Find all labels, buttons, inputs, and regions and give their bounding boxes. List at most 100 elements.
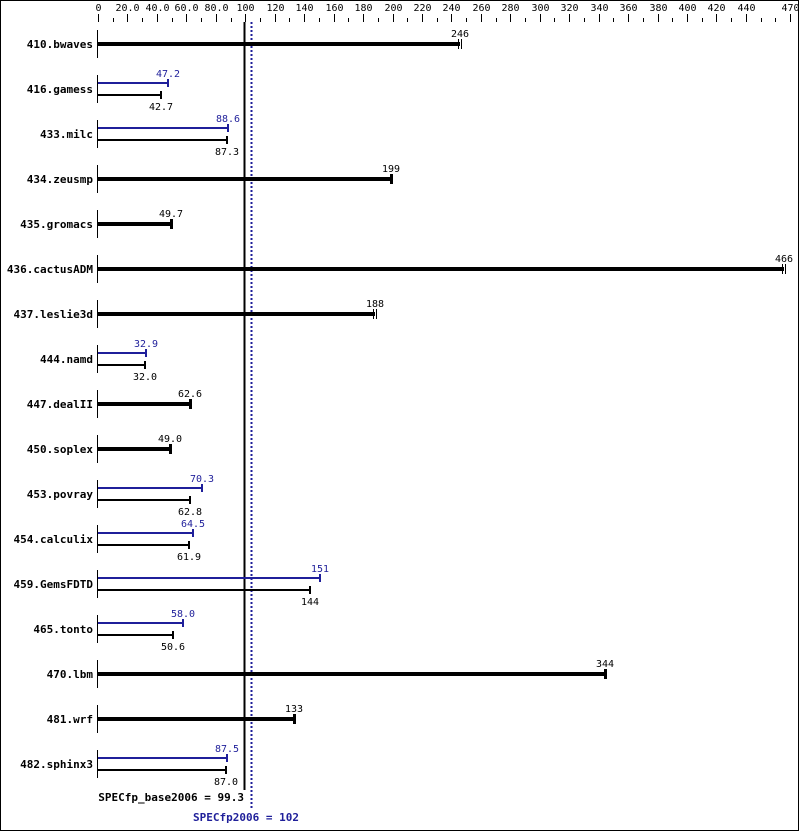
peak-value-label: 70.3 (190, 474, 214, 485)
benchmark-row: 433.milc 88.6 87.3 (40, 114, 240, 158)
base-bar-end-cap (225, 766, 227, 774)
benchmark-row: 435.gromacs 49.7 (20, 209, 183, 238)
benchmark-row: 434.zeusmp 199 (27, 164, 400, 193)
bar-end-cap (461, 39, 462, 49)
base-bar (98, 402, 190, 406)
bar-end-cap (169, 444, 172, 454)
axis-tick-label: 140 (295, 3, 313, 14)
peak-bar-end-cap (227, 124, 229, 132)
base-bar (98, 717, 294, 721)
benchmark-row: 482.sphinx3 87.5 87.0 (20, 744, 239, 788)
base-value-label: 188 (366, 299, 384, 310)
benchmark-label: 436.cactusADM (7, 263, 93, 276)
benchmark-row: 447.dealII 62.6 (27, 389, 202, 418)
base-bar (98, 672, 605, 676)
peak-bar (98, 532, 193, 534)
benchmark-label: 437.leslie3d (14, 308, 93, 321)
axis-tick-label: 40.0 (145, 3, 169, 14)
base-value-label: 199 (382, 164, 400, 175)
axis-tick-label: 360 (619, 3, 637, 14)
base-bar (98, 94, 161, 96)
base-value-label: 246 (451, 29, 469, 40)
benchmark-label: 416.gamess (27, 83, 93, 96)
peak-value-label: 47.2 (156, 69, 180, 80)
benchmark-label: 444.namd (40, 353, 93, 366)
bar-end-cap (373, 309, 374, 319)
benchmark-row: 453.povray 70.3 62.8 (27, 474, 214, 518)
base-bar (98, 222, 171, 226)
peak-bar-end-cap (182, 619, 184, 627)
base-bar (98, 634, 173, 636)
base-bar-end-cap (160, 91, 162, 99)
benchmark-label: 435.gromacs (20, 218, 93, 231)
peak-bar (98, 82, 168, 84)
axis-tick-label: 60.0 (174, 3, 198, 14)
base-bar-end-cap (226, 136, 228, 144)
benchmark-label: 459.GemsFDTD (14, 578, 94, 591)
peak-bar (98, 622, 183, 624)
bar-end-cap (782, 264, 783, 274)
base-bar (98, 364, 145, 366)
base-value-label: 32.0 (133, 372, 157, 383)
axis-tick-label: 180 (354, 3, 372, 14)
benchmark-label: 465.tonto (33, 623, 93, 636)
peak-value-label: 58.0 (171, 609, 195, 620)
axis-tick-label: 80.0 (204, 3, 228, 14)
base-bar (98, 769, 226, 771)
benchmark-row: 465.tonto 58.0 50.6 (33, 609, 195, 653)
axis-tick-label: 220 (413, 3, 431, 14)
axis-tick-label: 260 (472, 3, 490, 14)
base-value-label: 62.8 (178, 507, 202, 518)
base-bar (98, 589, 310, 591)
peak-bar-end-cap (145, 349, 147, 357)
base-bar (98, 447, 170, 451)
axis-tick-label: 160 (325, 3, 343, 14)
base-value-label: 87.3 (215, 147, 239, 158)
axis-tick-label: 120 (266, 3, 284, 14)
benchmark-label: 447.dealII (27, 398, 93, 411)
benchmark-row: 450.soplex 49.0 (27, 434, 182, 463)
peak-bar (98, 757, 227, 759)
axis-tick-label: 300 (531, 3, 549, 14)
benchmark-row: 459.GemsFDTD 151 144 (14, 564, 330, 608)
base-bar (98, 499, 190, 501)
axis-tick-label: 100 (236, 3, 254, 14)
base-bar-end-cap (144, 361, 146, 369)
benchmark-row: 454.calculix 64.5 61.9 (14, 519, 206, 563)
benchmark-label: 450.soplex (27, 443, 94, 456)
base-value-label: 49.0 (158, 434, 182, 445)
benchmark-row: 481.wrf 133 (47, 704, 303, 733)
bar-end-cap (376, 309, 377, 319)
peak-bar (98, 487, 202, 489)
summary-base-label: SPECfp_base2006 = 99.3 (98, 791, 244, 804)
bar-end-cap (604, 669, 607, 679)
base-value-label: 87.0 (214, 777, 238, 788)
benchmark-row: 436.cactusADM 466 (7, 254, 793, 283)
peak-bar (98, 352, 146, 354)
peak-value-label: 32.9 (134, 339, 158, 350)
peak-bar (98, 577, 320, 579)
benchmark-row: 437.leslie3d 188 (14, 299, 384, 328)
x-axis: 0 20.0 40.0 60.0 80.0 100 120 140 160 180 200 220 24… (95, 3, 799, 22)
benchmark-row: 416.gamess 47.2 42.7 (27, 69, 180, 113)
base-bar (98, 267, 784, 271)
base-bar (98, 312, 375, 316)
axis-tick-label: 200 (384, 3, 402, 14)
base-bar (98, 544, 189, 546)
axis-tick-label: 420 (707, 3, 725, 14)
peak-value-label: 88.6 (216, 114, 240, 125)
benchmark-label: 434.zeusmp (27, 173, 94, 186)
benchmark-row: 410.bwaves 246 (27, 29, 469, 58)
benchmark-label: 453.povray (27, 488, 94, 501)
axis-tick-label: 380 (649, 3, 667, 14)
axis-tick-label: 240 (442, 3, 460, 14)
bar-end-cap (785, 264, 786, 274)
peak-value-label: 64.5 (181, 519, 205, 530)
reference-lines (243, 22, 253, 810)
base-bar-end-cap (189, 496, 191, 504)
base-value-label: 466 (775, 254, 793, 265)
base-value-label: 144 (301, 597, 319, 608)
base-value-label: 62.6 (178, 389, 202, 400)
peak-bar-end-cap (192, 529, 194, 537)
